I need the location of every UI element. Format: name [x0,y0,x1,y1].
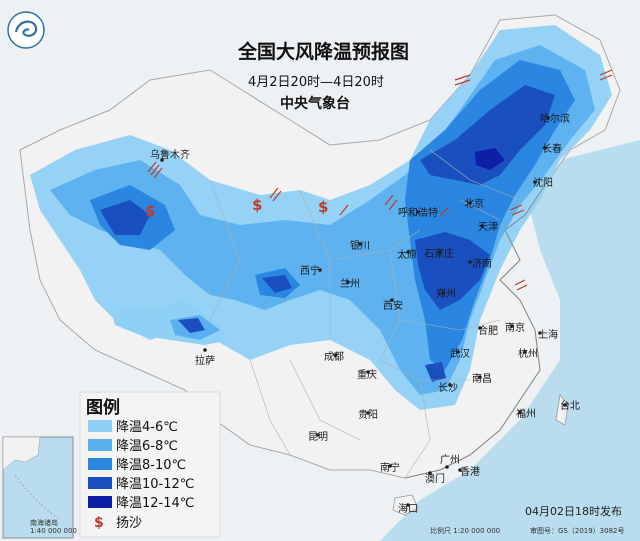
city-haerbin: 哈尔滨 [540,112,570,125]
sandstorm-icon: $ $ $ [145,196,328,220]
legend-label-6: 扬沙 [116,516,142,531]
legend-swatch-5 [88,496,112,508]
city-wuhan: 武汉 [450,347,470,360]
city-taibei: 台北 [560,399,580,412]
legend-label-3: 降温8-10℃ [116,458,186,473]
city-nanchang: 南昌 [472,372,492,385]
publish-time: 04月02日18时发布 [525,504,622,518]
legend-title: 图例 [86,397,120,418]
legend-label-5: 降温12-14℃ [116,496,194,511]
city-kunming: 昆明 [308,431,328,443]
city-lanzhou: 兰州 [340,277,360,290]
city-markers [160,116,567,507]
city-changchun: 长春 [542,143,562,155]
cooling-10-12 [100,85,555,382]
city-haikou: 海口 [398,502,418,515]
city-xian: 西安 [383,299,403,312]
legend-sandstorm-icon: $ [94,515,104,531]
logo-icon [7,11,45,49]
city-hangzhou: 杭州 [518,347,538,360]
legend-label-4: 降温10-12℃ [116,477,194,492]
issuing-org: 中央气象台 [280,95,350,112]
city-nanjing: 南京 [505,321,525,334]
city-fuzhou: 福州 [516,407,536,420]
hainan-island [392,494,419,516]
city-shijiazhuang: 石家庄 [424,247,454,260]
city-yinchuan: 银川 [350,239,370,252]
map-title: 全国大风降温预报图 [237,40,409,63]
legend-swatch-2 [88,439,112,451]
legend-label-1: 降温4-6℃ [116,420,178,435]
cooling-12-14 [475,148,505,170]
review-number: 审图号：GS（2019）3082号 [530,526,625,535]
taiwan-island [555,394,569,426]
city-huhehaote: 呼和浩特 [398,207,438,219]
city-zhengzhou: 郑州 [436,287,456,300]
city-beijing: 北京 [464,197,484,210]
legend-label-2: 降温6-8℃ [116,439,178,454]
map-scale: 比例尺 1:20 000 000 [430,526,500,535]
city-guiyang: 贵阳 [358,408,378,421]
city-chongqing: 重庆 [357,368,377,381]
city-tianjin: 天津 [478,221,498,233]
coastline [404,184,546,479]
city-xianggang: 香港 [460,466,480,478]
city-changsha: 长沙 [438,382,458,394]
svg-text:$: $ [252,196,262,214]
city-aomen: 澳门 [425,472,445,485]
city-shanghai: 上海 [538,328,558,341]
city-taiyuan: 太原 [397,248,417,261]
city-chengdu: 成都 [324,351,344,363]
inset-scale: 1:40 000 000 [30,527,77,535]
legend: 图例 降温4-6℃ 降温6-8℃ 降温8-10℃ 降温10-12℃ 降温12-1… [79,391,221,538]
map-subtitle: 4月2日20时—4日20时 [248,75,384,90]
city-hefei: 合肥 [478,324,498,337]
city-guangzhou: 广州 [440,454,460,466]
legend-swatch-3 [88,458,112,470]
inset-map: 南海诸岛 1:40 000 000 [2,436,77,539]
city-lasa: 拉萨 [195,354,215,367]
legend-swatch-1 [88,420,112,432]
legend-swatch-4 [88,477,112,489]
city-xining: 西宁 [300,264,320,277]
city-wulumuqi: 乌鲁木齐 [150,148,190,161]
svg-text:$: $ [145,202,155,220]
sea-area [380,140,640,541]
city-jinan: 济南 [472,257,492,270]
city-nanning: 南宁 [380,461,400,474]
city-shenyang: 沈阳 [533,176,553,189]
province-borders [209,149,521,479]
inset-label: 南海诸岛 [30,518,58,527]
svg-text:$: $ [318,198,328,216]
wind-barb-icon [147,69,613,291]
